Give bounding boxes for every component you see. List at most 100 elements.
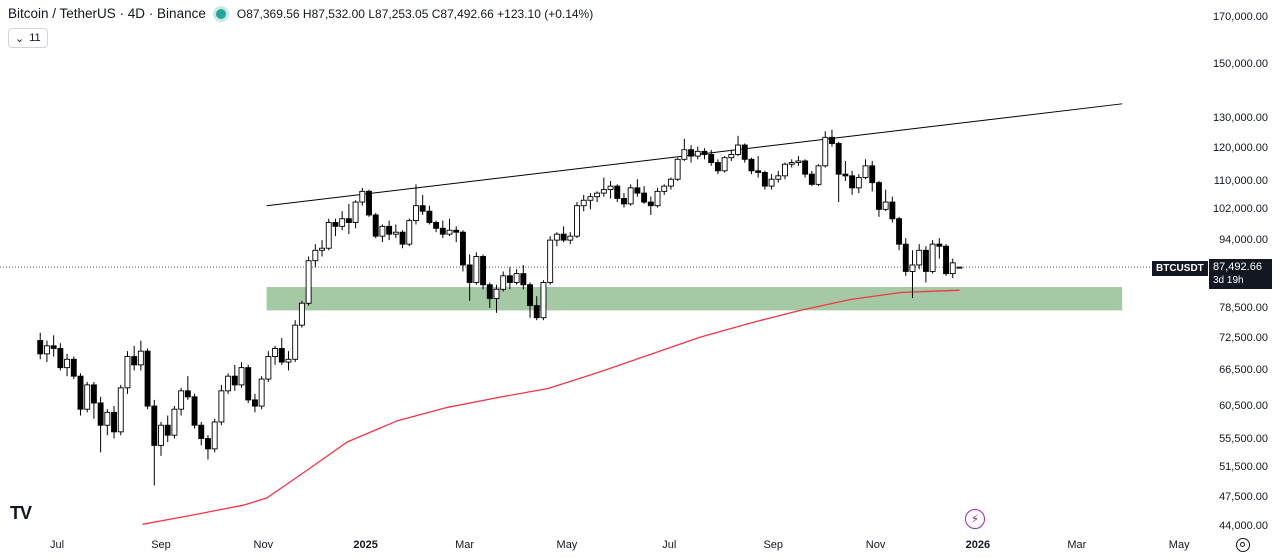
candle[interactable] — [761, 170, 768, 190]
candle[interactable] — [728, 149, 735, 161]
candle[interactable] — [768, 174, 775, 190]
candle[interactable] — [191, 393, 198, 429]
candle[interactable] — [533, 296, 540, 321]
candle[interactable] — [151, 399, 158, 486]
candle[interactable] — [956, 266, 963, 269]
candle[interactable] — [513, 269, 520, 285]
candle[interactable] — [339, 211, 346, 231]
candle[interactable] — [158, 421, 164, 456]
candle[interactable] — [627, 184, 634, 206]
candle[interactable] — [694, 146, 701, 160]
candle[interactable] — [84, 381, 91, 413]
candle[interactable] — [117, 384, 124, 436]
candle[interactable] — [111, 406, 117, 439]
candle[interactable] — [406, 218, 413, 247]
candle[interactable] — [493, 284, 500, 313]
candle[interactable] — [225, 373, 232, 394]
candle[interactable] — [90, 381, 97, 419]
candle[interactable] — [292, 320, 299, 363]
candle[interactable] — [178, 387, 185, 416]
candle[interactable] — [453, 226, 460, 243]
resistance-trendline[interactable] — [266, 103, 1123, 207]
candle[interactable] — [366, 189, 372, 217]
candle[interactable] — [231, 364, 238, 391]
candle[interactable] — [902, 238, 909, 276]
candle[interactable] — [815, 164, 822, 187]
candle[interactable] — [77, 373, 84, 416]
candle[interactable] — [862, 159, 869, 180]
candle[interactable] — [527, 282, 533, 318]
candle[interactable] — [251, 393, 258, 413]
candle[interactable] — [929, 240, 936, 274]
candle[interactable] — [413, 184, 419, 225]
candle[interactable] — [486, 282, 493, 308]
candle[interactable] — [144, 348, 151, 410]
candle[interactable] — [661, 184, 668, 195]
candle[interactable] — [379, 224, 386, 243]
candle[interactable] — [520, 264, 527, 290]
candle[interactable] — [272, 345, 279, 365]
candle[interactable] — [439, 220, 446, 239]
candle[interactable] — [184, 376, 191, 400]
candle[interactable] — [298, 300, 305, 328]
candle[interactable] — [889, 196, 896, 223]
candle[interactable] — [574, 202, 580, 239]
candle[interactable] — [245, 364, 252, 403]
candle[interactable] — [198, 421, 205, 446]
support-zone[interactable] — [266, 286, 1123, 311]
candle[interactable] — [506, 267, 513, 290]
candle[interactable] — [869, 160, 876, 192]
candle[interactable] — [131, 345, 138, 371]
candle[interactable] — [936, 238, 943, 259]
candle[interactable] — [211, 418, 218, 453]
candle[interactable] — [909, 250, 916, 299]
candle[interactable] — [654, 187, 661, 208]
symbol-title[interactable]: Bitcoin / TetherUS · 4D · Binance — [8, 6, 206, 21]
candle[interactable] — [607, 180, 614, 199]
candle[interactable] — [37, 332, 44, 360]
candle[interactable] — [419, 194, 426, 215]
candle[interactable] — [641, 186, 648, 204]
candle[interactable] — [124, 351, 131, 394]
candle[interactable] — [741, 143, 748, 163]
candle[interactable] — [164, 415, 171, 442]
candle[interactable] — [755, 156, 762, 178]
candle[interactable] — [701, 148, 708, 160]
candle[interactable] — [594, 191, 601, 203]
candle[interactable] — [896, 216, 903, 251]
candle[interactable] — [667, 177, 674, 190]
candle[interactable] — [238, 362, 245, 388]
candle[interactable] — [808, 170, 815, 187]
candle[interactable] — [916, 244, 923, 270]
candle[interactable] — [50, 335, 57, 357]
candle[interactable] — [258, 376, 265, 410]
candle[interactable] — [459, 230, 466, 272]
candle[interactable] — [70, 356, 77, 380]
candle[interactable] — [392, 224, 399, 239]
candle[interactable] — [305, 256, 312, 306]
candle[interactable] — [634, 179, 641, 197]
candle[interactable] — [822, 131, 829, 168]
candle[interactable] — [104, 409, 111, 436]
candle[interactable] — [835, 141, 842, 203]
candle[interactable] — [943, 244, 949, 276]
candle[interactable] — [319, 240, 325, 257]
candle[interactable] — [782, 162, 788, 180]
candle[interactable] — [688, 145, 695, 163]
candle[interactable] — [500, 271, 507, 292]
candle[interactable] — [802, 159, 809, 178]
candle[interactable] — [855, 174, 862, 194]
candle[interactable] — [875, 180, 882, 217]
candle[interactable] — [849, 170, 856, 195]
candle[interactable] — [567, 232, 574, 245]
candle[interactable] — [43, 340, 50, 363]
candle[interactable] — [466, 254, 473, 301]
candle[interactable] — [735, 135, 741, 157]
candle[interactable] — [285, 351, 292, 371]
candle[interactable] — [473, 252, 480, 285]
lightning-bolt-icon[interactable]: ⚡ — [965, 509, 985, 529]
candle[interactable] — [446, 218, 453, 237]
candle[interactable] — [359, 187, 366, 206]
candle[interactable] — [205, 435, 211, 460]
